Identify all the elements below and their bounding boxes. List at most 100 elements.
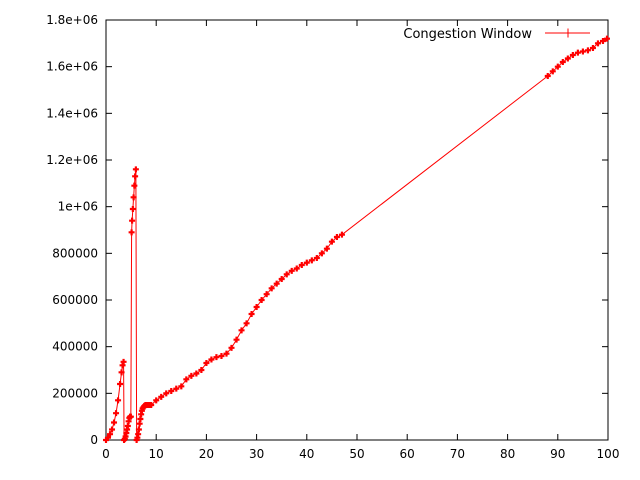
x-axis-ticks: 0 10 20 30 40 50 60 70 80 90 100 (102, 20, 619, 461)
legend-entry-congestion-window: Congestion Window (403, 27, 532, 42)
data-point (208, 356, 215, 363)
data-point (130, 194, 137, 201)
data-point (127, 413, 134, 420)
data-point (132, 166, 139, 173)
data-point (178, 383, 185, 390)
y-tick-label: 1.8e+06 (46, 13, 98, 27)
data-point (323, 245, 330, 252)
data-point (554, 63, 561, 70)
data-point (333, 234, 340, 240)
y-axis-ticks: 0 200000 400000 600000 800000 1e+06 1.2e+06 1.4… (46, 13, 608, 447)
data-point (293, 265, 300, 272)
x-tick-label: 50 (349, 447, 364, 461)
data-point (105, 434, 112, 441)
legend-marker-congestion-window (563, 28, 573, 38)
x-tick-label: 70 (450, 447, 465, 461)
data-point (153, 397, 160, 404)
data-point (173, 385, 180, 392)
data-point (218, 353, 225, 359)
data-point (118, 369, 125, 376)
data-point (128, 229, 135, 236)
y-tick-label: 200000 (52, 386, 98, 400)
x-tick-label: 40 (299, 447, 314, 461)
data-point (248, 311, 255, 317)
y-tick-label: 0 (90, 433, 98, 447)
data-point (233, 336, 240, 343)
data-point (168, 388, 175, 394)
data-point (120, 358, 127, 365)
x-tick-label: 90 (550, 447, 565, 461)
data-point (258, 297, 265, 303)
data-point (131, 182, 138, 189)
data-point (589, 45, 596, 51)
data-point (604, 35, 610, 42)
plot-area-frame (105, 19, 609, 441)
y-tick-label: 400000 (52, 340, 98, 354)
data-point (599, 38, 606, 44)
data-point (273, 280, 280, 287)
data-point (163, 390, 170, 397)
data-point (308, 257, 315, 264)
x-tick-label: 60 (400, 447, 415, 461)
data-point (213, 354, 220, 361)
x-tick-label: 20 (199, 447, 214, 461)
data-point (549, 68, 556, 75)
data-point (115, 397, 122, 404)
y-tick-label: 1e+06 (58, 200, 98, 214)
data-point (303, 259, 310, 266)
data-point (569, 52, 576, 58)
data-point (288, 267, 295, 274)
data-point (129, 217, 136, 224)
y-tick-label: 1.6e+06 (46, 60, 98, 74)
data-point (579, 48, 586, 55)
x-tick-label: 100 (597, 447, 620, 461)
series-layer (103, 35, 610, 443)
data-point (188, 372, 195, 379)
data-point (193, 370, 200, 377)
y-tick-label: 600000 (52, 293, 98, 307)
data-point (113, 410, 120, 417)
data-point (263, 291, 270, 298)
data-point (238, 327, 245, 334)
y-tick-label: 1.4e+06 (46, 106, 98, 120)
data-point (594, 40, 601, 47)
data-point (544, 73, 551, 79)
data-point (158, 393, 165, 400)
x-tick-label: 30 (249, 447, 264, 461)
x-tick-label: 0 (102, 447, 110, 461)
data-point (574, 49, 581, 56)
data-point (298, 262, 305, 268)
data-point (109, 426, 116, 433)
data-point (278, 276, 285, 282)
data-point (253, 304, 260, 310)
data-point (313, 255, 320, 261)
data-point (243, 320, 250, 327)
y-tick-label: 1.2e+06 (46, 153, 98, 167)
data-point (328, 238, 335, 245)
data-point (584, 47, 591, 54)
data-point (283, 271, 290, 278)
data-point (564, 55, 571, 62)
data-point (132, 173, 139, 180)
data-point (148, 402, 155, 408)
y-tick-label: 800000 (52, 246, 98, 260)
x-tick-label: 80 (500, 447, 515, 461)
data-point (183, 376, 190, 383)
data-point (117, 381, 124, 387)
data-point (198, 367, 205, 373)
data-point (228, 344, 235, 351)
data-point (318, 250, 325, 257)
data-point (129, 206, 136, 212)
data-point (135, 426, 142, 433)
data-point (559, 59, 566, 65)
x-tick-label: 10 (149, 447, 164, 461)
data-point (268, 285, 275, 292)
data-point (107, 431, 114, 438)
data-point (203, 360, 210, 366)
data-point (223, 350, 230, 357)
data-point (111, 419, 118, 426)
legend: Congestion Window (403, 27, 590, 42)
series-line-0 (105, 38, 608, 442)
data-point (338, 231, 345, 238)
